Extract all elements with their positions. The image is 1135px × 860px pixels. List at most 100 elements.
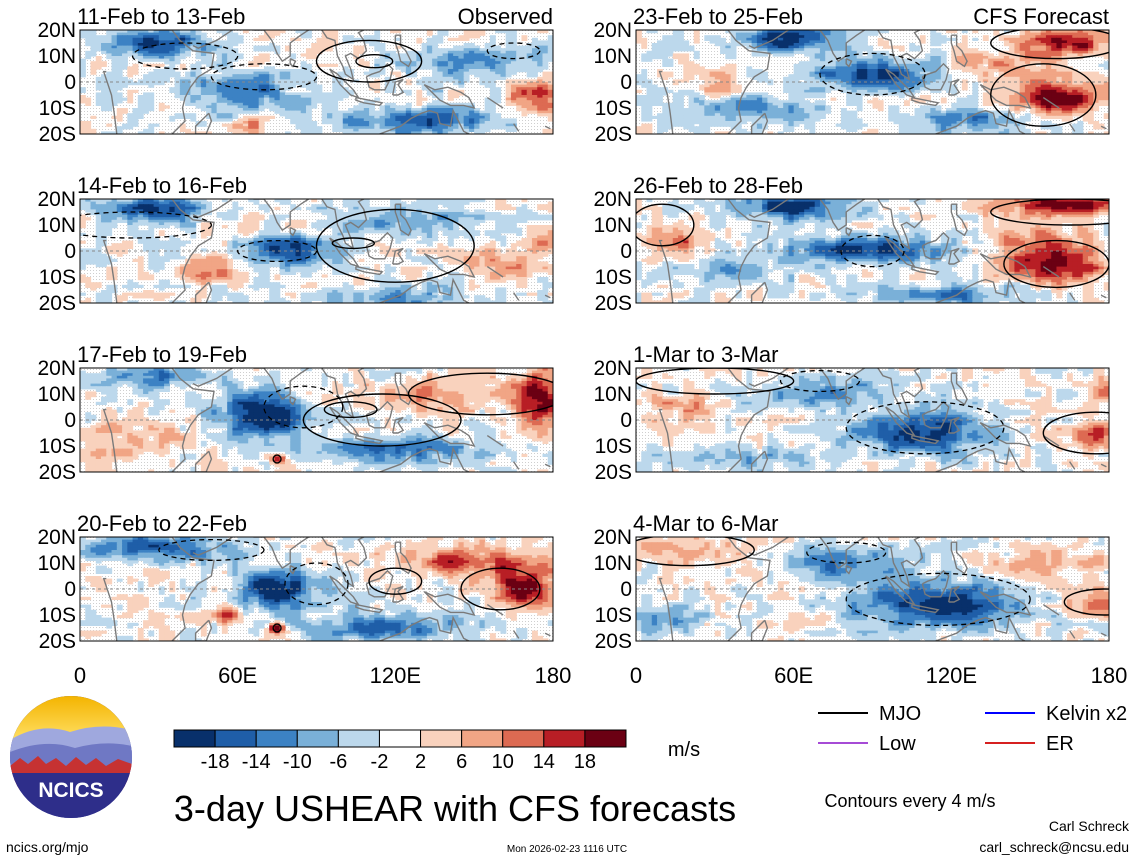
x-tick-label: 60E <box>218 663 257 688</box>
colorbar-swatch <box>420 729 463 748</box>
y-tick-label: 10N <box>37 383 76 406</box>
y-tick-label: 10S <box>39 604 76 627</box>
y-tick-label: 10N <box>37 552 76 575</box>
colorbar-label: 10 <box>492 751 514 773</box>
y-tick-label: 20S <box>39 292 76 315</box>
y-tick-label: 0 <box>64 578 76 601</box>
y-tick-label: 10N <box>593 552 632 575</box>
y-tick-label: 10S <box>595 604 632 627</box>
legend: MJO Kelvin x2 Low ER <box>818 703 1127 755</box>
panel-period: 1-Mar to 3-Mar <box>633 342 778 367</box>
legend-label: MJO <box>879 703 921 725</box>
x-tick-label: 0 <box>630 663 642 688</box>
legend-entry: ER <box>985 733 1074 755</box>
y-tick-label: 20N <box>37 188 76 211</box>
colorbar-swatch <box>296 729 339 748</box>
footer-email: carl_schreck@ncsu.edu <box>979 839 1129 855</box>
chart-title: 3-day USHEAR with CFS forecasts <box>174 788 736 829</box>
ncics-logo: NCICS <box>10 696 132 818</box>
colorbar-swatch <box>461 729 504 748</box>
column-label: CFS Forecast <box>973 4 1109 29</box>
colorbar-swatch <box>214 729 257 748</box>
panel-4-mar-to-6-mar: 20N 10N 0 10S 20S 4-Mar to 6-Mar <box>593 511 1110 653</box>
legend-entry: Low <box>818 733 916 755</box>
y-tick-label: 0 <box>64 409 76 432</box>
y-tick-label: 0 <box>620 71 632 94</box>
colorbar-swatch <box>255 729 298 748</box>
y-tick-label: 0 <box>64 240 76 263</box>
colorbar-label: 14 <box>533 751 555 773</box>
panel-period: 20-Feb to 22-Feb <box>77 511 247 536</box>
panels: 20N 10N 0 10S 20S 11-Feb to 13-Feb Observed 20N… <box>37 4 1110 653</box>
x-tick-label: 180 <box>535 663 572 688</box>
y-tick-label: 20S <box>595 630 632 653</box>
y-tick-label: 0 <box>620 409 632 432</box>
panel-20-feb-to-22-feb: 20N 10N 0 10S 20S 20-Feb to 22-Feb <box>37 511 554 653</box>
colorbar-swatch <box>543 729 586 748</box>
y-tick-label: 10S <box>39 435 76 458</box>
y-tick-label: 10S <box>595 97 632 120</box>
y-tick-label: 20S <box>595 292 632 315</box>
y-tick-label: 20S <box>595 123 632 146</box>
x-axis: 0 60E 120E 180 0 60E 120E 180 <box>74 663 1127 688</box>
y-tick-label: 10N <box>593 383 632 406</box>
y-tick-label: 10S <box>595 435 632 458</box>
y-tick-label: 20N <box>593 526 632 549</box>
y-tick-label: 20N <box>37 526 76 549</box>
colorbar-swatch <box>337 729 380 748</box>
x-tick-label: 180 <box>1091 663 1128 688</box>
x-tick-label: 0 <box>74 663 86 688</box>
panel-period: 14-Feb to 16-Feb <box>77 173 247 198</box>
footer-author: Carl Schreck <box>1049 818 1130 834</box>
colorbar-swatch <box>173 729 216 748</box>
y-tick-label: 10S <box>595 266 632 289</box>
panel-23-feb-to-25-feb: 20N 10N 0 10S 20S 23-Feb to 25-Feb CFS Forecas… <box>593 4 1110 146</box>
colorbar-swatch <box>378 729 422 748</box>
panel-17-feb-to-19-feb: 20N 10N 0 10S 20S 17-Feb to 19-Feb <box>37 342 554 484</box>
panel-period: 23-Feb to 25-Feb <box>633 4 803 29</box>
colorbar-swatch <box>502 729 545 748</box>
y-tick-label: 20N <box>593 188 632 211</box>
panel-1-mar-to-3-mar: 20N 10N 0 10S 20S 1-Mar to 3-Mar <box>593 342 1110 484</box>
colorbar-label: -6 <box>329 751 347 773</box>
panel-period: 4-Mar to 6-Mar <box>633 511 778 536</box>
y-tick-label: 20S <box>39 630 76 653</box>
y-tick-label: 0 <box>620 578 632 601</box>
y-tick-label: 10N <box>593 214 632 237</box>
legend-entry: MJO <box>818 703 921 725</box>
y-tick-label: 10N <box>593 45 632 68</box>
x-tick-label: 120E <box>370 663 421 688</box>
column-label: Observed <box>458 4 553 29</box>
colorbar-label: -18 <box>201 751 230 773</box>
panel-26-feb-to-28-feb: 20N 10N 0 10S 20S 26-Feb to 28-Feb <box>593 173 1110 315</box>
x-tick-label: 120E <box>926 663 977 688</box>
colorbar: -18 -14 -10 -6 -2 2 6 10 14 18 <box>173 729 627 773</box>
footer-timestamp: Mon 2026-02-23 1116 UTC <box>507 844 627 855</box>
footer-site: ncics.org/mjo <box>6 839 89 855</box>
y-tick-label: 20N <box>593 19 632 42</box>
colorbar-label: -2 <box>371 751 389 773</box>
colorbar-label: -14 <box>242 751 271 773</box>
x-tick-label: 60E <box>774 663 813 688</box>
legend-label: Kelvin x2 <box>1046 703 1127 725</box>
panel-11-feb-to-13-feb: 20N 10N 0 10S 20S 11-Feb to 13-Feb Observed <box>37 4 554 146</box>
panel-period: 11-Feb to 13-Feb <box>77 4 245 29</box>
logo-text: NCICS <box>38 779 103 802</box>
colorbar-label: 2 <box>415 751 426 773</box>
y-tick-label: 0 <box>620 240 632 263</box>
y-tick-label: 20S <box>39 461 76 484</box>
y-tick-label: 20N <box>37 19 76 42</box>
y-tick-label: 10S <box>39 97 76 120</box>
colorbar-label: 6 <box>456 751 467 773</box>
colorbar-label: -10 <box>283 751 312 773</box>
y-tick-label: 10N <box>37 45 76 68</box>
y-tick-label: 20N <box>593 357 632 380</box>
legend-label: ER <box>1046 733 1074 755</box>
legend-label: Low <box>879 733 916 755</box>
contour-note: Contours every 4 m/s <box>824 791 995 811</box>
colorbar-label: 18 <box>574 751 596 773</box>
y-tick-label: 20S <box>39 123 76 146</box>
colorbar-swatch <box>584 729 627 748</box>
y-tick-label: 20S <box>595 461 632 484</box>
legend-entry: Kelvin x2 <box>985 703 1127 725</box>
